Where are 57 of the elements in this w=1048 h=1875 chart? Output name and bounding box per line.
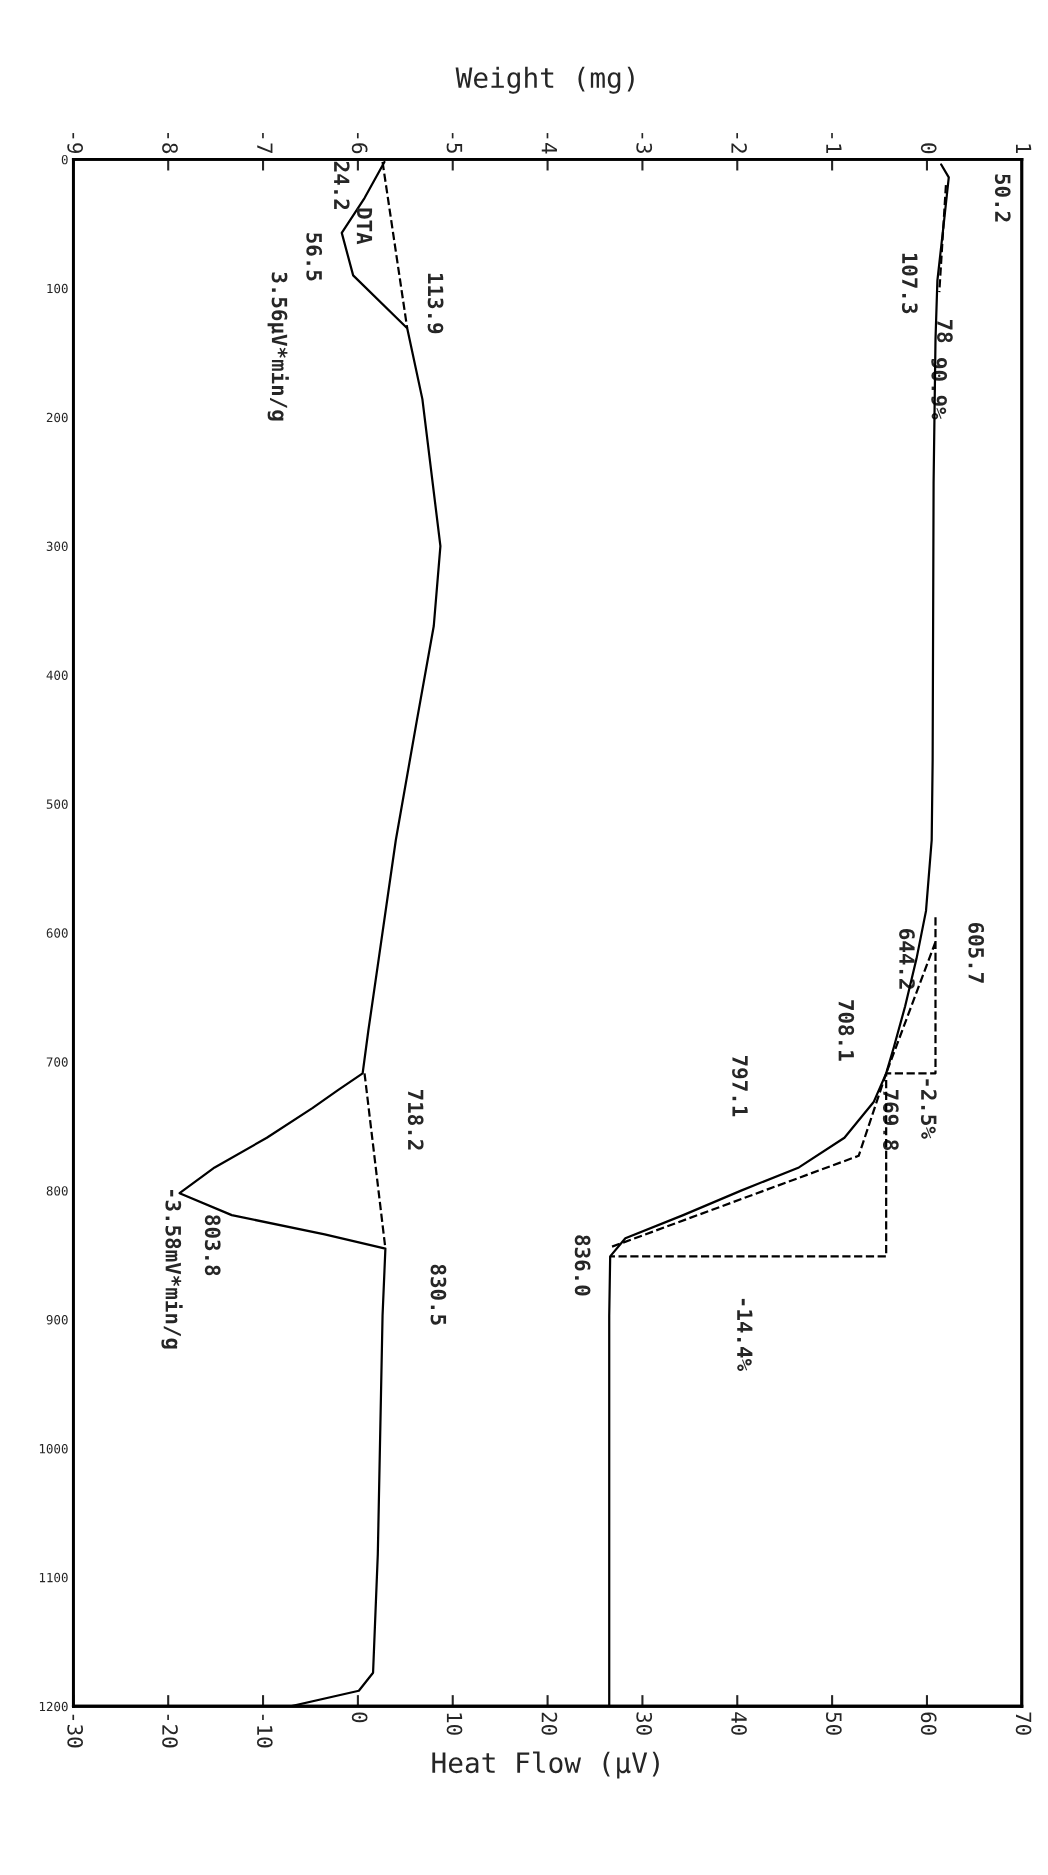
annotation: 718.2 bbox=[407, 1090, 424, 1150]
y-tick-label: 200 bbox=[46, 412, 68, 423]
annotation: 56.5 bbox=[306, 233, 323, 281]
annotation: 708.1 bbox=[838, 1000, 855, 1061]
y-tick-label: 1000 bbox=[39, 1443, 68, 1454]
annotation: -3.58mV*min/g bbox=[161, 1190, 183, 1349]
x-tick-label: -10 bbox=[256, 1714, 273, 1748]
x-tick-label: 10 bbox=[446, 1713, 463, 1735]
x-tick-label: 20 bbox=[541, 1712, 558, 1735]
annotation: 78 bbox=[937, 319, 953, 343]
annotation: 605.7 bbox=[968, 922, 985, 983]
annotation: 769.8 bbox=[882, 1090, 899, 1151]
annotation: 24.2 bbox=[334, 161, 350, 210]
y-tick-label: 400 bbox=[46, 670, 68, 680]
x2-tick-label: -6 bbox=[351, 133, 368, 154]
x-tick-label: -30 bbox=[67, 1714, 84, 1748]
annotation: 107.3 bbox=[901, 253, 918, 314]
annotation: 797.1 bbox=[732, 1055, 748, 1117]
y-tick-label: 600 bbox=[46, 928, 68, 938]
x2-axis-title: Weight (mg) bbox=[455, 66, 634, 94]
x2-tick-label: -7 bbox=[257, 133, 273, 153]
x2-tick-label: -9 bbox=[67, 133, 84, 154]
x-axis-title: Heat Flow (µV) bbox=[432, 1751, 659, 1779]
x2-tick-label: -4 bbox=[541, 133, 557, 154]
x2-tick-label: -2 bbox=[731, 133, 747, 153]
x-tick-label: 60 bbox=[920, 1712, 937, 1735]
y-tick-label: 0 bbox=[61, 154, 68, 165]
x2-tick-label: -3 bbox=[636, 133, 653, 153]
x-tick-label: 0 bbox=[351, 1712, 368, 1723]
annotation: -14.4% bbox=[737, 1298, 753, 1371]
annotation: 113.9 bbox=[427, 273, 444, 334]
x-tick-label: 70 bbox=[1015, 1712, 1032, 1735]
y-tick-label: 1100 bbox=[39, 1572, 68, 1583]
x-tick-label: 30 bbox=[636, 1712, 653, 1735]
y-tick-label: 500 bbox=[46, 799, 68, 809]
x2-tick-label: -8 bbox=[162, 133, 178, 154]
annotation: 830.5 bbox=[430, 1264, 447, 1325]
y-tick-label: 700 bbox=[46, 1057, 68, 1067]
x2-tick-label: 0 bbox=[920, 143, 937, 154]
y-tick-label: 900 bbox=[46, 1315, 68, 1325]
annotation: 50.2 bbox=[994, 174, 1011, 222]
x2-tick-label: -1 bbox=[826, 133, 842, 154]
annotation: 644.2 bbox=[899, 929, 915, 989]
annotation: 836.0 bbox=[574, 1235, 591, 1296]
x2-tick-label: -5 bbox=[446, 133, 463, 153]
y-tick-label: 1200 bbox=[39, 1701, 68, 1712]
annotation: 803.8 bbox=[204, 1215, 221, 1276]
x-tick-label: 50 bbox=[826, 1712, 842, 1735]
y-tick-label: 300 bbox=[46, 541, 68, 552]
annotation: DTA bbox=[356, 208, 373, 245]
y-tick-label: 100 bbox=[47, 283, 68, 294]
annotation: -2.5% bbox=[920, 1079, 937, 1139]
annotation: 3.56µV*min/g bbox=[267, 272, 289, 421]
x-tick-label: -20 bbox=[162, 1714, 178, 1748]
x-tick-label: 40 bbox=[731, 1712, 747, 1735]
x2-tick-label: 1 bbox=[1016, 144, 1032, 154]
y-tick-label: 800 bbox=[46, 1186, 68, 1196]
